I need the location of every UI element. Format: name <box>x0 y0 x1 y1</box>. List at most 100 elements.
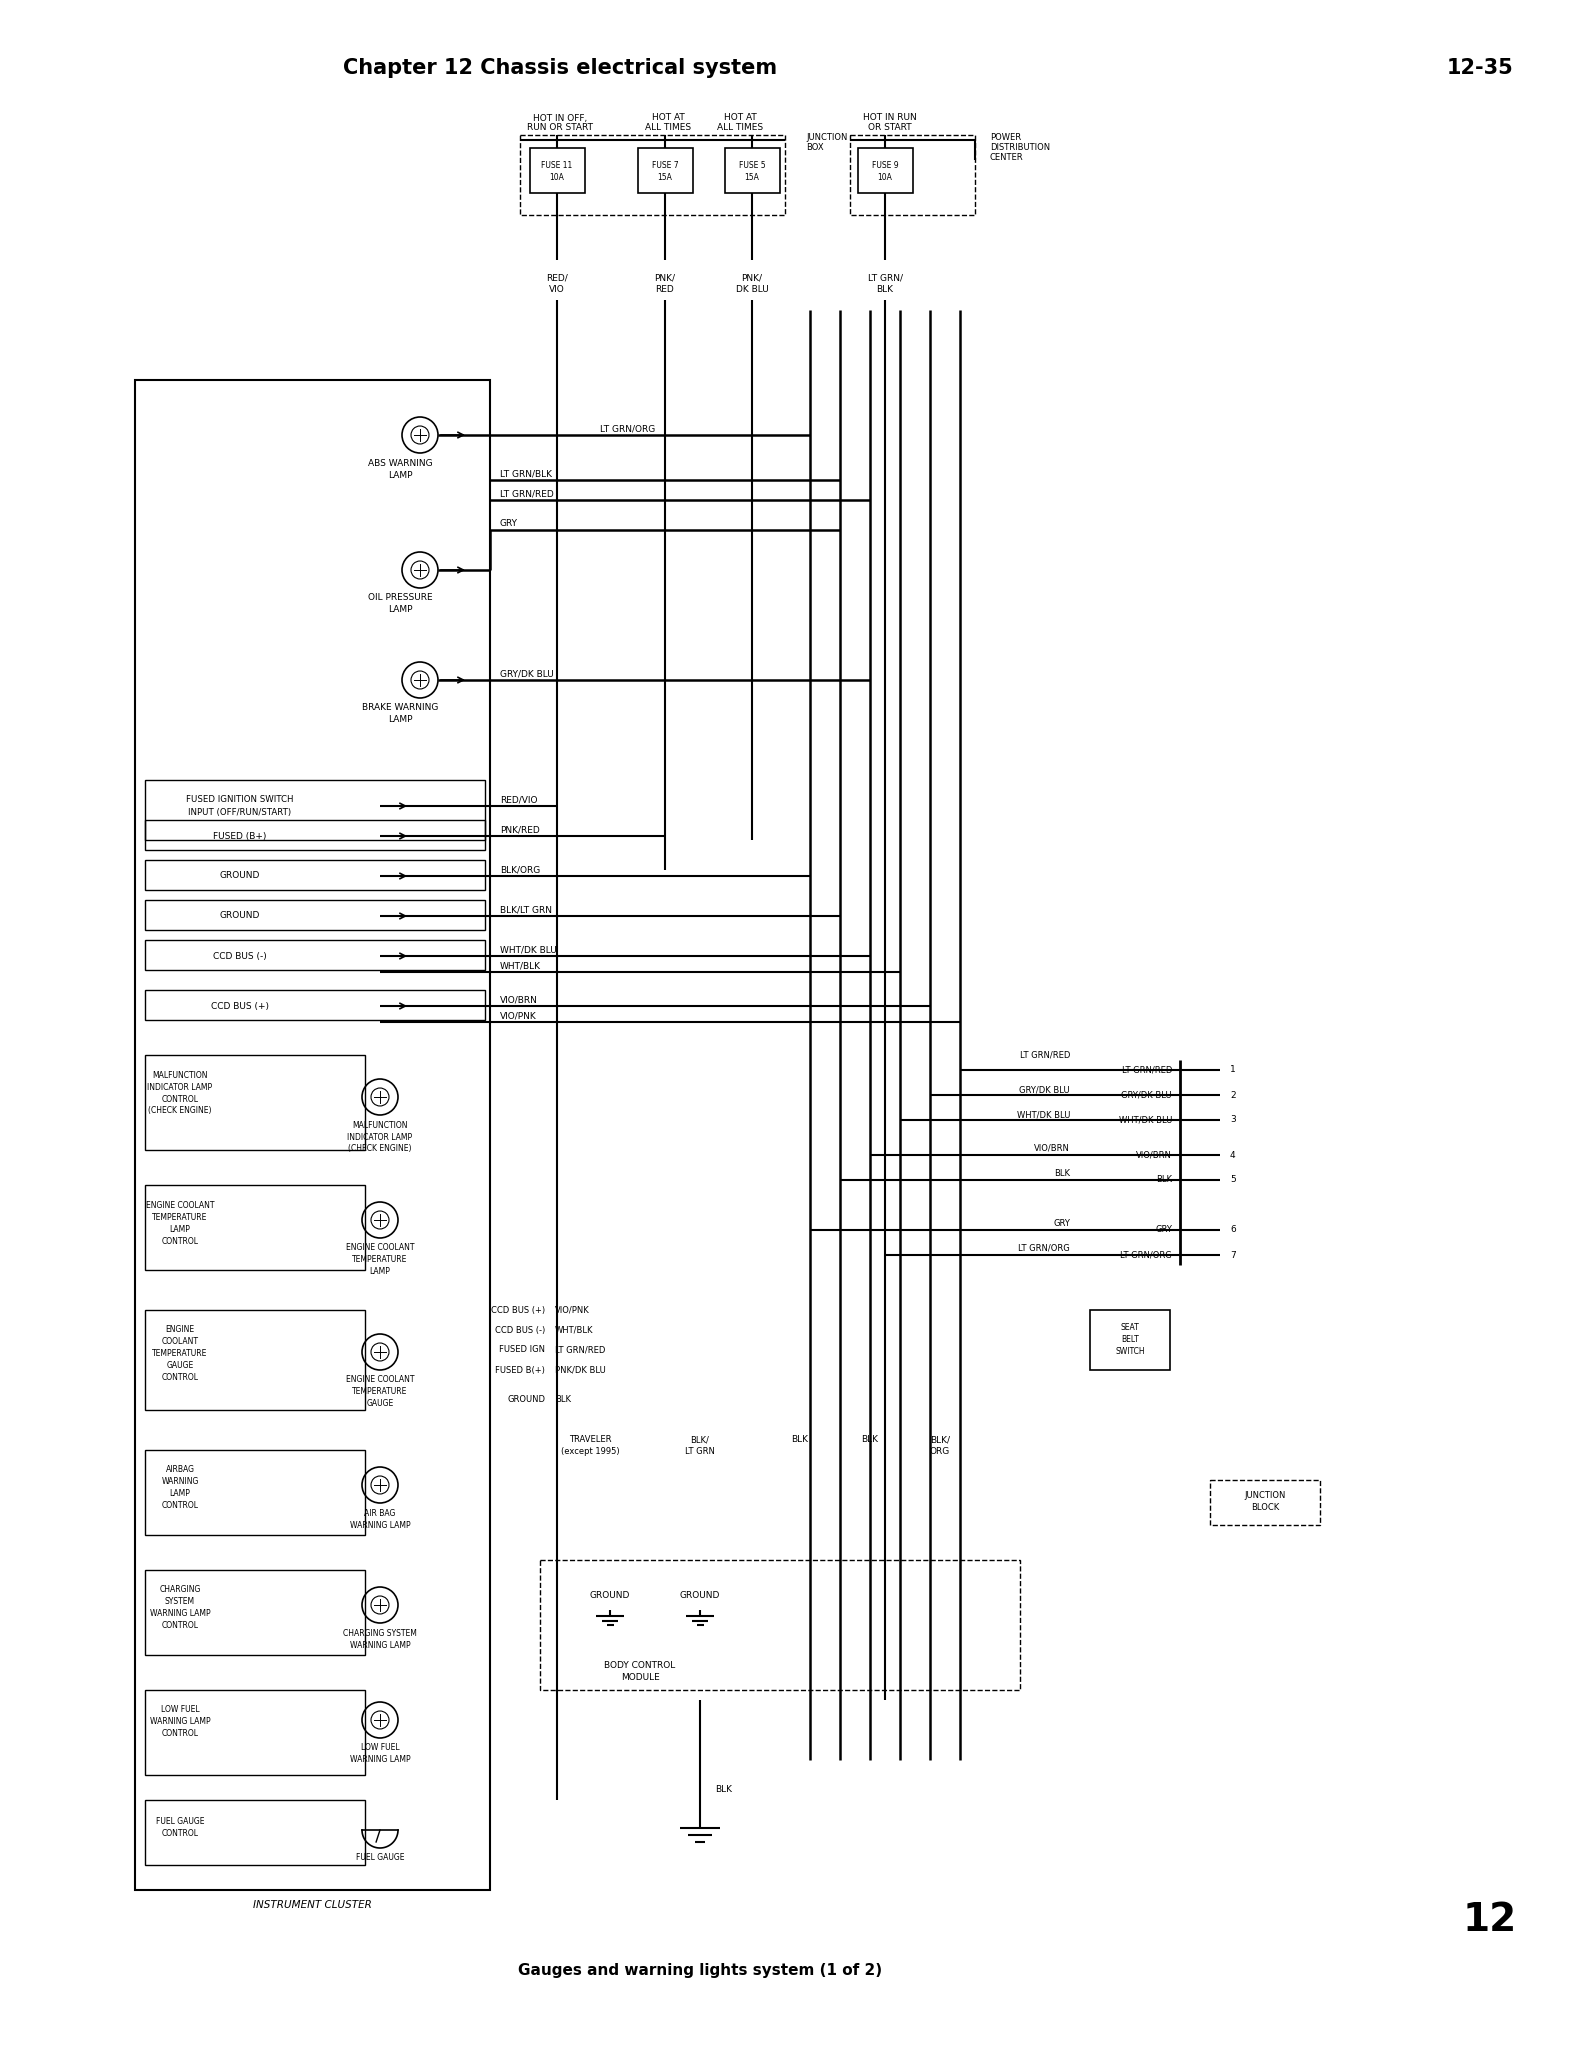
Text: ALL TIMES: ALL TIMES <box>717 123 763 133</box>
Text: CHARGING: CHARGING <box>160 1585 201 1595</box>
Text: BLK/: BLK/ <box>930 1436 951 1444</box>
Text: CONTROL: CONTROL <box>161 1729 198 1739</box>
Text: CHARGING SYSTEM: CHARGING SYSTEM <box>343 1628 418 1638</box>
Text: (CHECK ENGINE): (CHECK ENGINE) <box>149 1106 212 1116</box>
Text: PNK/RED: PNK/RED <box>500 825 539 834</box>
Bar <box>146 899 486 930</box>
Text: LT GRN: LT GRN <box>685 1448 715 1456</box>
Text: TEMPERATURE: TEMPERATURE <box>152 1350 207 1358</box>
Text: LAMP: LAMP <box>388 715 413 725</box>
Text: ALL TIMES: ALL TIMES <box>645 123 691 133</box>
Text: SYSTEM: SYSTEM <box>165 1597 195 1606</box>
Text: FUSE 5: FUSE 5 <box>739 160 766 170</box>
Bar <box>520 135 785 215</box>
Text: LAMP: LAMP <box>169 1489 190 1499</box>
Text: WARNING LAMP: WARNING LAMP <box>350 1520 410 1530</box>
Text: TRAVELER: TRAVELER <box>570 1436 611 1444</box>
Text: GRY/DK BLU: GRY/DK BLU <box>1019 1085 1069 1094</box>
Text: BLK: BLK <box>555 1395 571 1405</box>
Bar <box>146 989 486 1020</box>
Bar <box>1210 1481 1319 1526</box>
Text: BODY CONTROL: BODY CONTROL <box>604 1661 676 1669</box>
Text: (CHECK ENGINE): (CHECK ENGINE) <box>348 1145 411 1153</box>
Text: GROUND: GROUND <box>590 1591 630 1599</box>
Text: CCD BUS (+): CCD BUS (+) <box>210 1001 269 1010</box>
Bar <box>146 1571 365 1655</box>
Text: CCD BUS (-): CCD BUS (-) <box>495 1325 546 1335</box>
Bar <box>146 860 486 891</box>
Text: FUSE 7: FUSE 7 <box>652 160 679 170</box>
Text: CONTROL: CONTROL <box>161 1622 198 1630</box>
Text: 1: 1 <box>1229 1065 1236 1075</box>
Text: RED/: RED/ <box>546 274 568 283</box>
Text: GAUGE: GAUGE <box>166 1362 193 1370</box>
Text: BOX: BOX <box>805 143 824 152</box>
Text: LAMP: LAMP <box>388 471 413 479</box>
Bar <box>146 1055 365 1151</box>
Text: LT GRN/: LT GRN/ <box>867 274 902 283</box>
Text: CONTROL: CONTROL <box>161 1237 198 1245</box>
Text: DK BLU: DK BLU <box>736 285 769 295</box>
Text: VIO/BRN: VIO/BRN <box>1035 1143 1069 1153</box>
Text: VIO/PNK: VIO/PNK <box>555 1305 590 1315</box>
Text: (except 1995): (except 1995) <box>560 1448 619 1456</box>
Text: HOT IN OFF,: HOT IN OFF, <box>533 113 587 123</box>
Text: LT GRN/ORG: LT GRN/ORG <box>1120 1251 1172 1260</box>
Text: ENGINE COOLANT: ENGINE COOLANT <box>346 1376 414 1384</box>
Text: 3: 3 <box>1229 1116 1236 1124</box>
Text: MODULE: MODULE <box>620 1673 660 1683</box>
Text: FUSED IGN: FUSED IGN <box>498 1346 546 1354</box>
Text: LT GRN/ORG: LT GRN/ORG <box>1019 1243 1069 1253</box>
Text: ENGINE: ENGINE <box>166 1325 195 1335</box>
Text: TEMPERATURE: TEMPERATURE <box>152 1212 207 1221</box>
Text: JUNCTION: JUNCTION <box>805 133 848 143</box>
Text: INPUT (OFF/RUN/START): INPUT (OFF/RUN/START) <box>188 807 291 817</box>
Text: LAMP: LAMP <box>169 1225 190 1233</box>
Bar <box>725 147 780 193</box>
Text: WHT/DK BLU: WHT/DK BLU <box>500 946 557 954</box>
Text: RED: RED <box>655 285 674 295</box>
Text: TEMPERATURE: TEMPERATURE <box>353 1386 408 1397</box>
Text: INDICATOR LAMP: INDICATOR LAMP <box>147 1083 212 1092</box>
Text: RUN OR START: RUN OR START <box>527 123 593 133</box>
Text: FUSE 11: FUSE 11 <box>541 160 573 170</box>
Text: WARNING LAMP: WARNING LAMP <box>150 1718 210 1726</box>
Text: BLK: BLK <box>876 285 894 295</box>
Bar <box>1090 1311 1171 1370</box>
Text: FUSED B(+): FUSED B(+) <box>495 1366 546 1374</box>
Text: VIO: VIO <box>549 285 565 295</box>
Text: BLK/: BLK/ <box>691 1436 709 1444</box>
Text: GRY: GRY <box>500 520 517 528</box>
Bar <box>146 1311 365 1409</box>
Text: WHT/BLK: WHT/BLK <box>500 961 541 971</box>
Text: HOT IN RUN: HOT IN RUN <box>864 113 918 123</box>
Text: WARNING LAMP: WARNING LAMP <box>150 1610 210 1618</box>
Text: LT GRN/RED: LT GRN/RED <box>555 1346 606 1354</box>
Text: WARNING LAMP: WARNING LAMP <box>350 1640 410 1649</box>
Bar <box>146 1690 365 1776</box>
Text: COOLANT: COOLANT <box>161 1337 198 1346</box>
Text: HOT AT: HOT AT <box>652 113 685 123</box>
Text: CONTROL: CONTROL <box>161 1374 198 1382</box>
Text: BELT: BELT <box>1122 1335 1139 1343</box>
Text: FUEL GAUGE: FUEL GAUGE <box>155 1817 204 1827</box>
Text: Gauges and warning lights system (1 of 2): Gauges and warning lights system (1 of 2… <box>517 1962 883 1978</box>
Text: 2: 2 <box>1229 1090 1236 1100</box>
Text: WARNING LAMP: WARNING LAMP <box>350 1755 410 1765</box>
Text: FUEL GAUGE: FUEL GAUGE <box>356 1853 405 1862</box>
Text: BLK: BLK <box>715 1786 732 1794</box>
Text: GRY/DK BLU: GRY/DK BLU <box>500 670 554 678</box>
Bar <box>539 1561 1020 1690</box>
Text: SWITCH: SWITCH <box>1115 1348 1145 1356</box>
Text: OIL PRESSURE: OIL PRESSURE <box>367 594 432 602</box>
Text: WARNING: WARNING <box>161 1477 199 1487</box>
Text: 12: 12 <box>1463 1901 1517 1939</box>
Text: JUNCTION: JUNCTION <box>1245 1491 1286 1499</box>
Text: MALFUNCTION: MALFUNCTION <box>152 1071 207 1079</box>
Text: 10A: 10A <box>549 174 565 182</box>
Bar <box>146 819 486 850</box>
Text: LAMP: LAMP <box>370 1268 391 1276</box>
Text: GROUND: GROUND <box>220 872 259 881</box>
Text: SEAT: SEAT <box>1120 1323 1139 1333</box>
Text: AIR BAG: AIR BAG <box>364 1509 396 1518</box>
